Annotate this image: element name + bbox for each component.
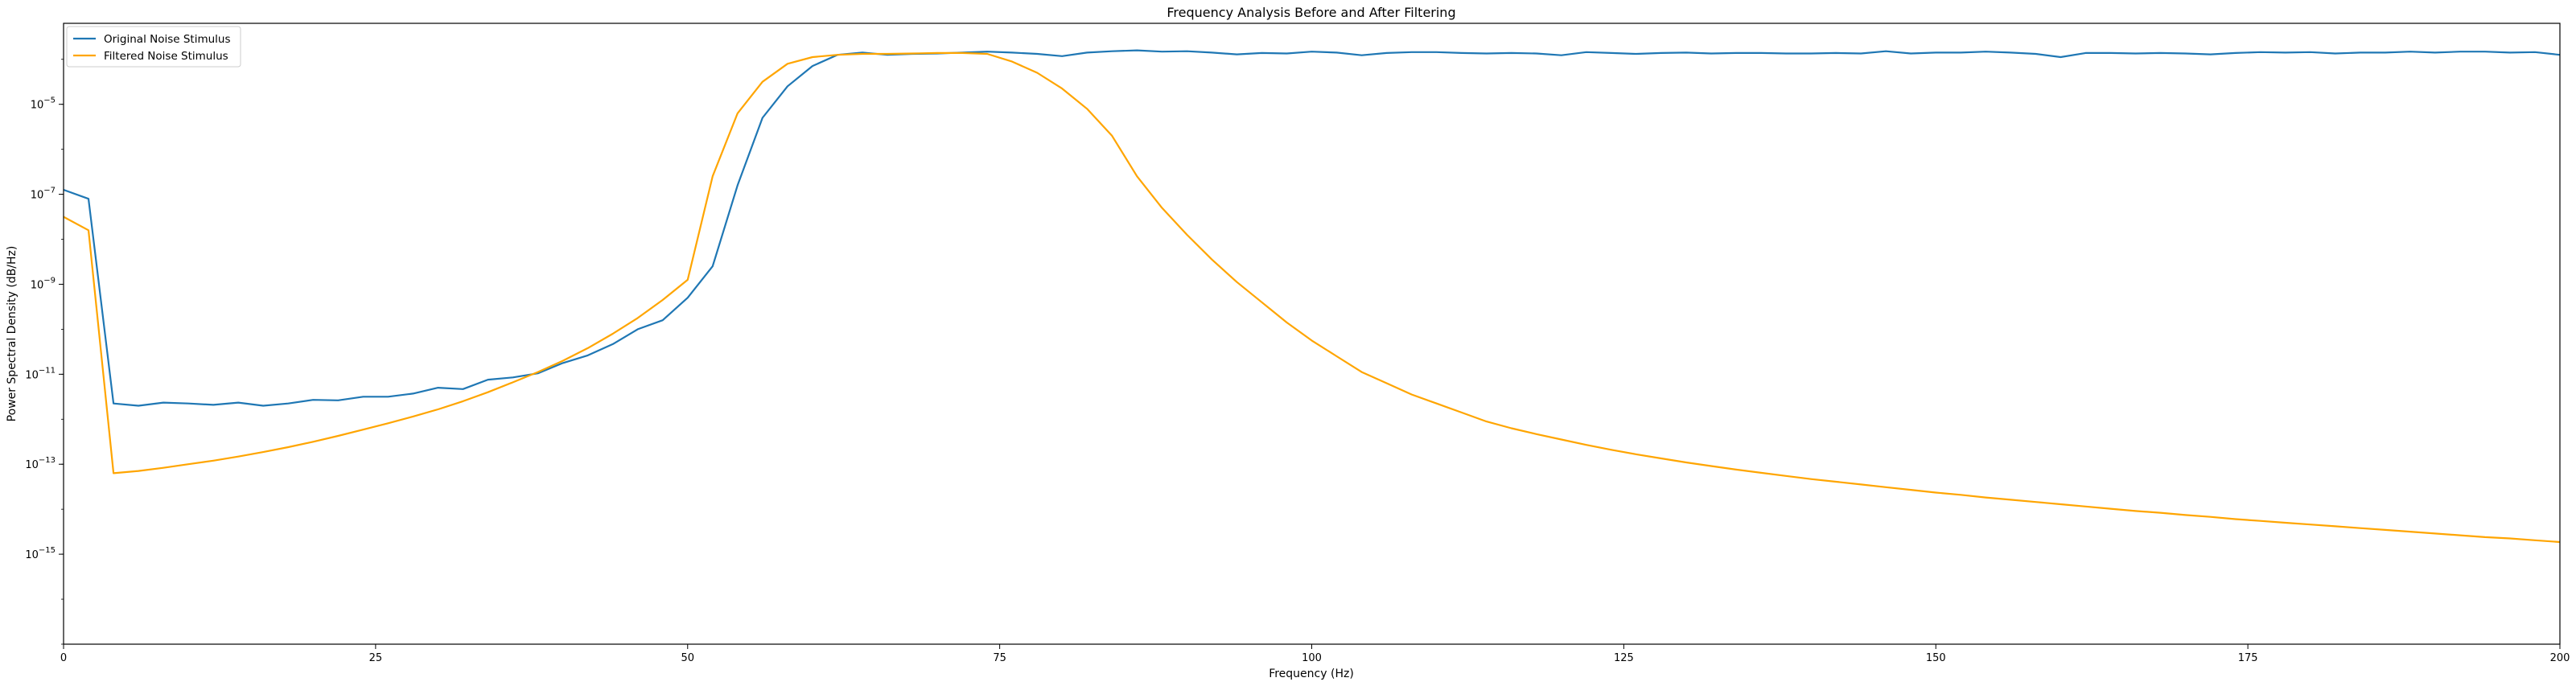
legend-label-original: Original Noise Stimulus [104, 33, 231, 46]
axes-ticks: 0 25 50 75 100 125 150 175 200 10−15 10−13 10−11 10−… [25, 59, 2570, 664]
legend: Original Noise Stimulus Filtered Noise S… [66, 26, 241, 68]
x-tick-label: 125 [1614, 652, 1634, 664]
plot-area [63, 49, 2561, 544]
x-tick-label: 25 [369, 652, 383, 664]
y-tick-label: 10−13 [25, 456, 56, 471]
plot-frame [63, 23, 2561, 645]
x-tick-label: 200 [2550, 652, 2570, 664]
x-tick-label: 50 [681, 652, 694, 664]
x-tick-label: 100 [1302, 652, 1322, 664]
y-tick-label: 10−11 [25, 366, 56, 381]
chart-title: Frequency Analysis Before and After Filt… [1167, 5, 1455, 20]
x-tick-label: 150 [1926, 652, 1946, 664]
series-line-1 [63, 51, 2561, 544]
y-tick-label: 10−7 [31, 187, 56, 202]
x-tick-label: 0 [60, 652, 67, 664]
y-tick-label: 10−5 [31, 97, 56, 112]
legend-box [66, 26, 241, 68]
x-tick-label: 75 [993, 652, 1006, 664]
y-axis-label: Power Spectral Density (dB/Hz) [6, 246, 19, 422]
x-axis-label: Frequency (Hz) [1269, 668, 1354, 680]
legend-label-filtered: Filtered Noise Stimulus [104, 50, 228, 63]
y-tick-label: 10−9 [31, 276, 56, 291]
x-tick-label: 175 [2238, 652, 2258, 664]
y-tick-label: 10−15 [25, 546, 56, 561]
series-line-0 [63, 49, 2561, 407]
